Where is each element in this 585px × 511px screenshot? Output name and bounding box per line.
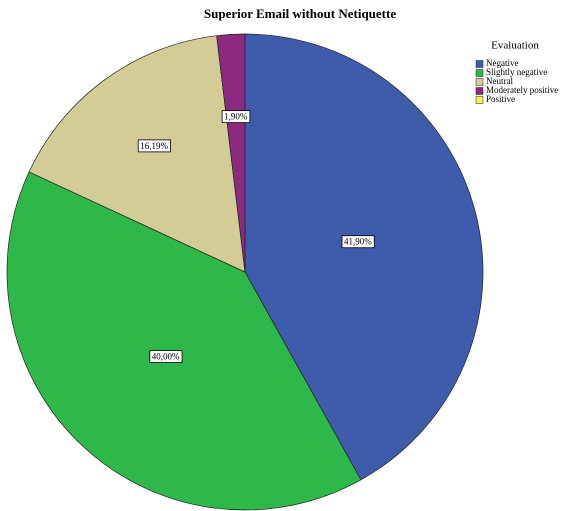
value-label-box bbox=[221, 110, 251, 124]
pie-slice bbox=[28, 35, 246, 273]
pie-slice bbox=[216, 33, 246, 273]
pie-slice bbox=[6, 171, 362, 511]
value-label-text: 1,90% bbox=[224, 112, 248, 122]
legend-label: Moderately positive bbox=[486, 85, 558, 95]
value-label: 40,00% bbox=[149, 350, 183, 363]
legend-swatch bbox=[475, 60, 484, 68]
legend-swatch bbox=[475, 78, 484, 86]
chart-title: Superior Email without Netiquette bbox=[204, 6, 396, 21]
pie-slice bbox=[244, 33, 484, 481]
legend-swatch bbox=[475, 69, 484, 77]
legend-title: Evaluation bbox=[491, 40, 539, 52]
value-label-box bbox=[341, 235, 375, 249]
legend-swatch bbox=[475, 87, 484, 95]
value-label-text: 40,00% bbox=[152, 352, 180, 362]
value-label-box bbox=[149, 350, 183, 363]
value-label: 41,90% bbox=[341, 235, 375, 249]
value-label: 1,90% bbox=[221, 110, 251, 124]
legend-label: Slightly negative bbox=[486, 67, 547, 77]
legend-label: Positive bbox=[486, 94, 515, 104]
value-label-box bbox=[137, 139, 171, 153]
legend-label: Negative bbox=[486, 58, 518, 68]
legend-label: Neutral bbox=[486, 76, 513, 86]
value-label-text: 16,19% bbox=[140, 141, 168, 151]
value-label-text: 41,90% bbox=[344, 237, 372, 247]
legend-swatch bbox=[475, 96, 484, 104]
value-label: 16,19% bbox=[137, 139, 171, 153]
